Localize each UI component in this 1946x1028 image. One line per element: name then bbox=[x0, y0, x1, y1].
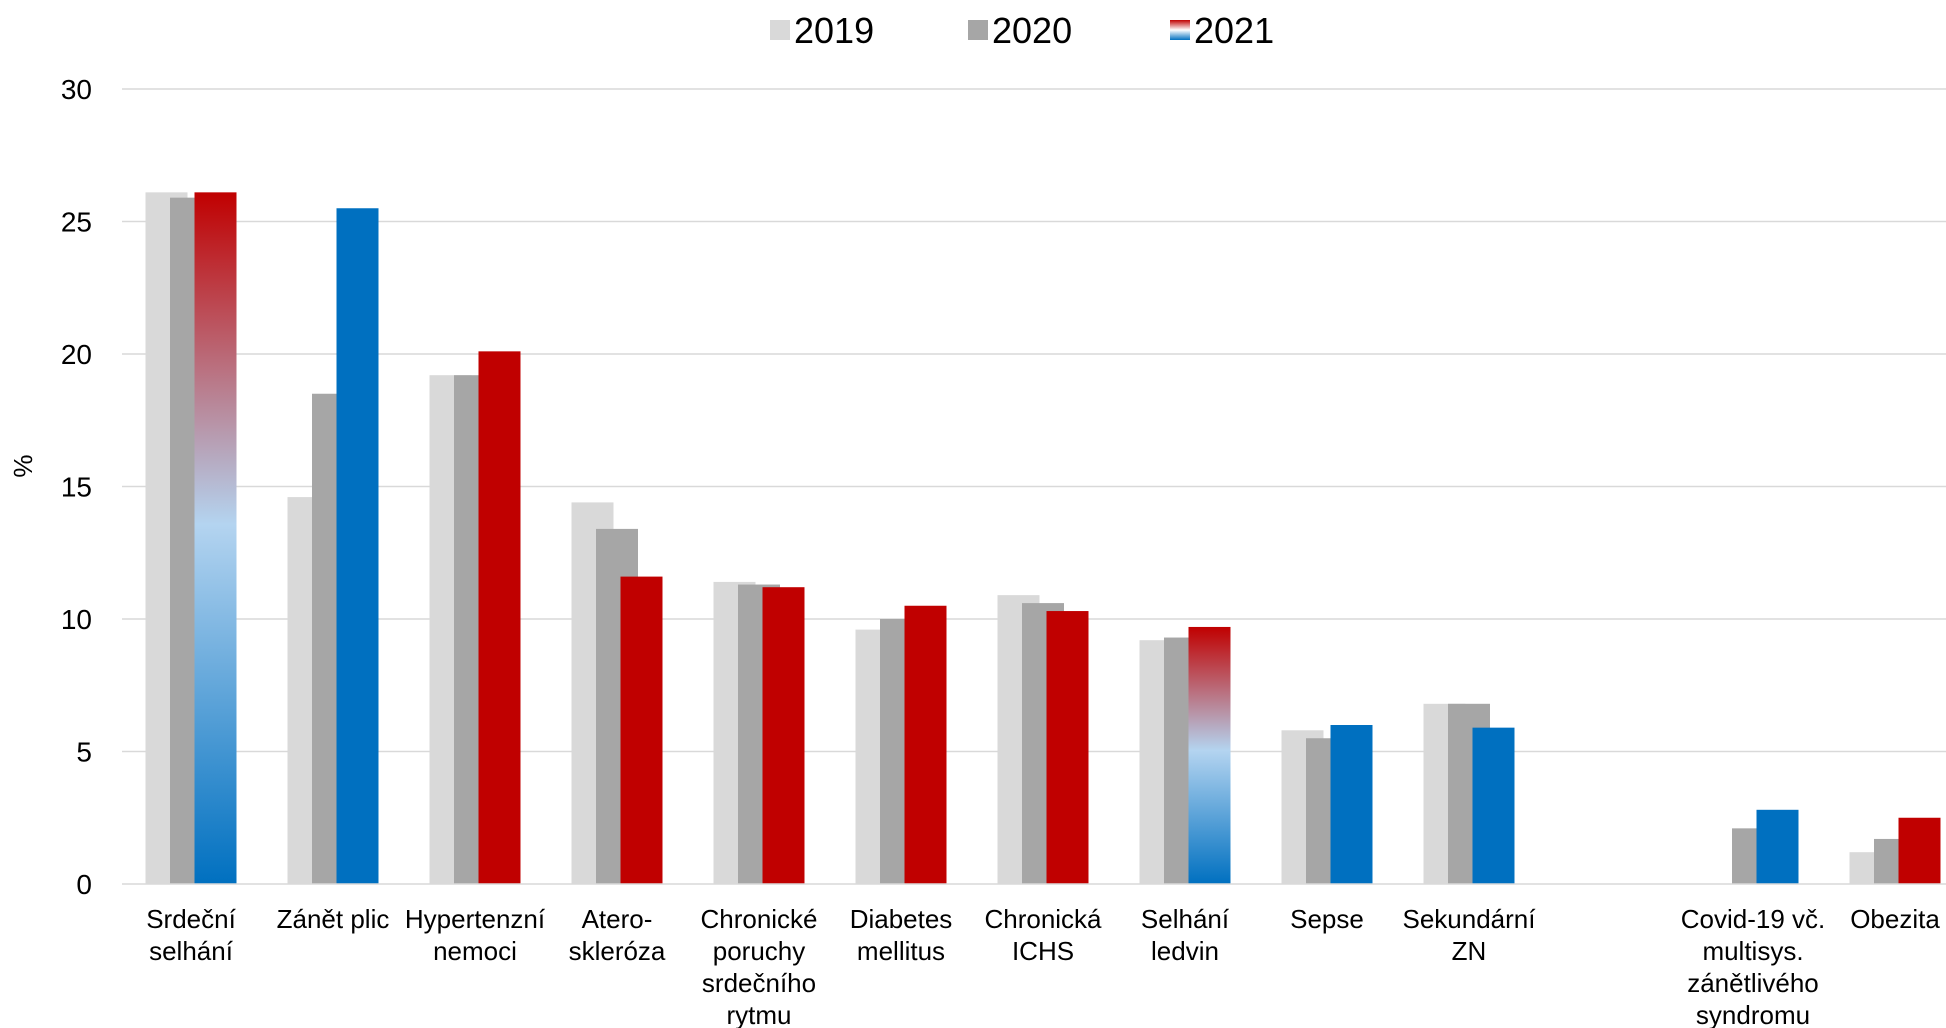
y-tick-label: 0 bbox=[76, 869, 92, 900]
category-label: Selhání bbox=[1141, 904, 1230, 934]
y-tick-label: 5 bbox=[76, 737, 92, 768]
y-tick-label: 30 bbox=[61, 74, 92, 105]
legend: 2019 2020 2021 bbox=[770, 10, 1274, 51]
category-label: srdečního bbox=[702, 968, 816, 998]
category-label: Diabetes bbox=[850, 904, 953, 934]
legend-swatch-2019 bbox=[770, 20, 790, 40]
bar-2021 bbox=[904, 605, 947, 884]
legend-label: 2019 bbox=[794, 10, 874, 51]
category-label: Chronické bbox=[700, 904, 817, 934]
category-label: Atero- bbox=[582, 904, 653, 934]
category-label: Chronická bbox=[984, 904, 1102, 934]
legend-label: 2020 bbox=[992, 10, 1072, 51]
category-label: selhání bbox=[149, 936, 234, 966]
category-label: Srdeční bbox=[146, 904, 236, 934]
category-label: multisys. bbox=[1702, 936, 1803, 966]
category-label: Covid-19 vč. bbox=[1681, 904, 1826, 934]
category-label: Obezita bbox=[1850, 904, 1940, 934]
category-label: Zánět plic bbox=[277, 904, 390, 934]
bar-2021 bbox=[1046, 611, 1089, 884]
y-tick-label: 25 bbox=[61, 207, 92, 238]
category-label: skleróza bbox=[569, 936, 666, 966]
category-label: Sekundární bbox=[1403, 904, 1537, 934]
bar-2021 bbox=[478, 351, 521, 885]
bar-2021 bbox=[1472, 727, 1515, 884]
bar-2021 bbox=[1898, 817, 1941, 884]
bar-2021 bbox=[194, 192, 237, 885]
legend-swatch-2020 bbox=[968, 20, 988, 40]
legend-label: 2021 bbox=[1194, 10, 1274, 51]
y-tick-label: 20 bbox=[61, 339, 92, 370]
category-label: zánětlivého bbox=[1687, 968, 1819, 998]
y-axis-ticks: 0 5 10 15 20 25 30 bbox=[61, 74, 92, 900]
category-label: syndromu bbox=[1696, 1000, 1810, 1028]
bars bbox=[145, 192, 1941, 885]
category-label: nemoci bbox=[433, 936, 517, 966]
y-axis-label: % bbox=[8, 454, 38, 477]
bar-2021 bbox=[1188, 626, 1231, 884]
bar-2021 bbox=[762, 587, 805, 884]
bar-2021 bbox=[620, 576, 663, 884]
category-label: poruchy bbox=[713, 936, 806, 966]
bar-2021 bbox=[336, 208, 379, 884]
category-label: ICHS bbox=[1012, 936, 1074, 966]
bar-2021 bbox=[1756, 809, 1799, 884]
bar-2021 bbox=[1330, 725, 1373, 884]
category-label: Sepse bbox=[1290, 904, 1364, 934]
gridlines bbox=[122, 88, 1946, 753]
category-label: Hypertenzní bbox=[405, 904, 546, 934]
category-label: rytmu bbox=[727, 1000, 792, 1028]
y-tick-label: 10 bbox=[61, 604, 92, 635]
legend-swatch-2021 bbox=[1170, 20, 1190, 40]
y-tick-label: 15 bbox=[61, 472, 92, 503]
category-label: ZN bbox=[1452, 936, 1487, 966]
category-label: mellitus bbox=[857, 936, 945, 966]
category-label: ledvin bbox=[1151, 936, 1219, 966]
